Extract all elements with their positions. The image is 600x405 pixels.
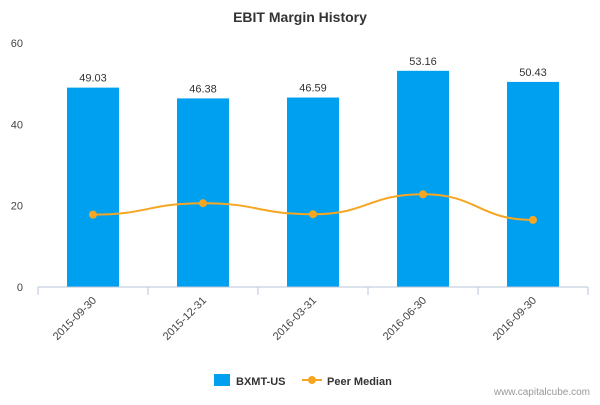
x-tick-label: 2015-12-31 xyxy=(161,295,209,343)
legend-label-bar: BXMT-US xyxy=(236,376,286,388)
legend: BXMT-US Peer Median xyxy=(214,374,392,388)
peer-median-point xyxy=(419,190,427,199)
peer-median-point xyxy=(199,199,207,208)
watermark: www.capitalcube.com xyxy=(493,387,590,398)
y-tick-label: 40 xyxy=(11,119,23,131)
bar-value-label: 50.43 xyxy=(519,67,547,79)
y-tick-label: 60 xyxy=(11,38,23,50)
x-tick-label: 2016-03-31 xyxy=(271,295,319,343)
x-axis: 2015-09-30 2015-12-31 2016-03-31 2016-06-30… xyxy=(37,286,589,343)
x-tick-label: 2015-09-30 xyxy=(51,295,99,343)
bar xyxy=(397,70,449,287)
y-tick-label: 20 xyxy=(11,201,23,213)
y-axis: 0 20 40 60 xyxy=(11,38,23,294)
y-tick-label: 0 xyxy=(17,282,23,294)
bar-value-label: 46.59 xyxy=(299,83,327,95)
bar-series xyxy=(67,70,559,288)
bar-value-labels: 49.03 46.38 46.59 53.16 50.43 xyxy=(79,56,547,96)
line-series xyxy=(89,190,537,224)
legend-label-line: Peer Median xyxy=(327,376,392,388)
peer-median-point xyxy=(309,210,317,219)
peer-median-point xyxy=(529,215,537,224)
chart-title: EBIT Margin History xyxy=(233,9,367,25)
bar xyxy=(67,87,119,288)
bar-value-label: 46.38 xyxy=(189,83,217,95)
bar xyxy=(287,97,339,287)
x-tick-label: 2016-06-30 xyxy=(381,295,429,343)
bar-value-label: 53.16 xyxy=(409,56,437,68)
legend-swatch-marker xyxy=(308,376,316,384)
bar-value-label: 49.03 xyxy=(79,73,107,85)
x-tick-label: 2016-09-30 xyxy=(491,295,539,343)
peer-median-point xyxy=(89,210,97,219)
bar xyxy=(507,81,559,287)
legend-swatch-bar xyxy=(214,374,230,386)
bar xyxy=(177,98,229,287)
